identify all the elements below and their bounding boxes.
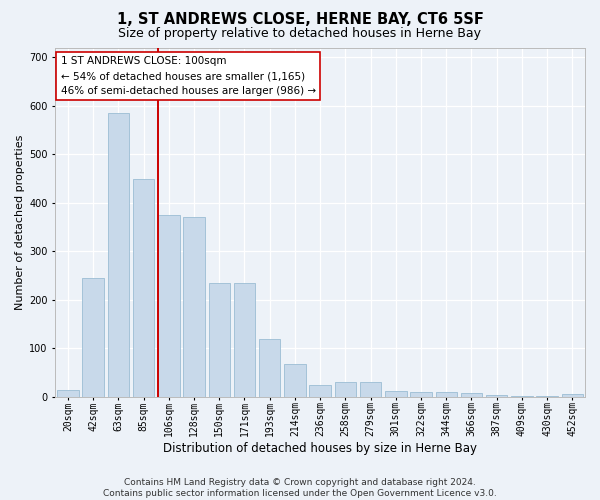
Y-axis label: Number of detached properties: Number of detached properties	[15, 134, 25, 310]
Text: 1 ST ANDREWS CLOSE: 100sqm
← 54% of detached houses are smaller (1,165)
46% of s: 1 ST ANDREWS CLOSE: 100sqm ← 54% of deta…	[61, 56, 316, 96]
Bar	[284, 364, 305, 397]
Bar	[536, 396, 558, 397]
Bar	[82, 278, 104, 397]
Bar	[259, 339, 280, 397]
Bar	[209, 283, 230, 397]
Bar	[436, 392, 457, 397]
Text: Size of property relative to detached houses in Herne Bay: Size of property relative to detached ho…	[119, 28, 482, 40]
Bar	[360, 382, 382, 397]
Bar	[562, 394, 583, 397]
Bar	[385, 391, 407, 397]
Bar	[486, 394, 508, 397]
Bar	[461, 393, 482, 397]
Bar	[133, 178, 154, 397]
Bar	[511, 396, 533, 397]
Text: Contains HM Land Registry data © Crown copyright and database right 2024.
Contai: Contains HM Land Registry data © Crown c…	[103, 478, 497, 498]
Bar	[184, 218, 205, 397]
Bar	[57, 390, 79, 397]
Bar	[335, 382, 356, 397]
Bar	[158, 215, 179, 397]
Text: 1, ST ANDREWS CLOSE, HERNE BAY, CT6 5SF: 1, ST ANDREWS CLOSE, HERNE BAY, CT6 5SF	[116, 12, 484, 28]
Bar	[410, 392, 432, 397]
Bar	[310, 385, 331, 397]
X-axis label: Distribution of detached houses by size in Herne Bay: Distribution of detached houses by size …	[163, 442, 477, 455]
Bar	[107, 113, 129, 397]
Bar	[234, 283, 255, 397]
